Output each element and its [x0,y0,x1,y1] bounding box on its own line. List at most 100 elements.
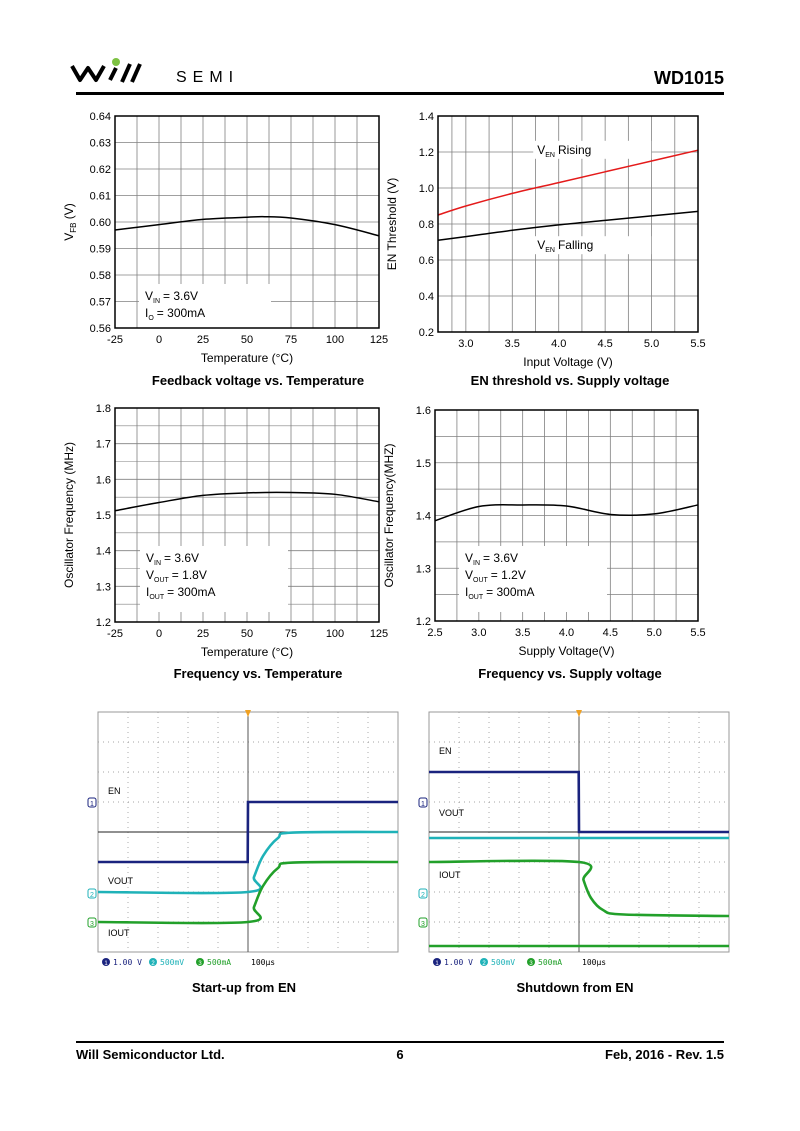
caption-frequency-supply: Frequency vs. Supply voltage [478,666,662,681]
footer-revision: Feb, 2016 - Rev. 1.5 [605,1047,724,1062]
series-label-box [533,140,652,159]
series-line [437,210,699,241]
x-tick-label: 125 [370,628,388,640]
x-tick-label: 125 [370,334,388,346]
shutdown-scope: EN VOUT IOUT 1 2 3 1 1.00 V 2 500mV 3 500mA 100μs [415,706,735,979]
x-tick-label: 75 [285,334,297,346]
y-tick-label: 1.5 [96,510,111,522]
logo-dot-icon [112,58,120,66]
scale-channel-number: 2 [151,961,155,967]
y-axis-label: EN Threshold (V) [385,178,399,270]
legend-entry: VIN = 3.6V [146,551,199,567]
x-tick-label: 100 [326,334,344,346]
y-tick-label: 1.3 [96,581,111,593]
x-axis-label: Temperature (°C) [201,351,293,365]
legend-box [459,546,607,612]
en-threshold-chart: 3.0 3.5 4.0 4.5 5.0 5.5 0.2 0.4 0.6 0.8 1.0 1.2 1.4 I… [380,106,725,375]
x-tick-label: 50 [241,334,253,346]
y-tick-label: 0.63 [90,138,111,150]
caption-en-threshold: EN threshold vs. Supply voltage [470,373,670,388]
scale-channel-dot [102,958,110,966]
y-tick-label: 1.5 [416,458,431,470]
frequency-temperature-chart: -25 0 25 50 75 100 125 1.2 1.3 1.4 1.5 1.6 1.7 1.8 Tem… [58,398,398,673]
x-tick-label: 0 [156,334,162,346]
channel-marker-number: 1 [421,801,425,808]
scope-scale-label: 1.00 V [113,958,142,967]
x-tick-label: 4.5 [597,338,612,350]
x-tick-label: 50 [241,628,253,640]
y-axis-label: Oscillator Frequency (MHz) [62,442,76,588]
y-tick-label: 1.6 [96,474,111,486]
header-rule [76,92,724,95]
caption-shutdown: Shutdown from EN [516,980,634,995]
y-tick-label: 0.62 [90,164,111,176]
scale-channel-dot [527,958,535,966]
y-axis-label: Oscillator Frequency(MHZ) [382,443,396,587]
channel-marker [418,917,428,928]
y-tick-label: 1.0 [419,183,434,195]
channel-marker-number: 2 [90,892,94,899]
footer-rule [76,1041,724,1043]
plot-frame [114,115,380,329]
x-tick-label: 5.5 [690,338,705,350]
scope-scale-label: 500mV [491,958,515,967]
scope-trace-label: IOUT [108,928,130,938]
plot-frame [114,407,380,623]
caption-frequency-temperature: Frequency vs. Temperature [173,666,343,681]
scope-scale-label: 500mA [538,958,562,967]
y-tick-label: 0.8 [419,219,434,231]
x-tick-label: 3.5 [515,627,530,639]
y-tick-label: 0.2 [419,327,434,339]
channel-marker-number: 2 [421,892,425,899]
scope-trace-label: EN [439,746,452,756]
caption-startup: Start-up from EN [192,980,296,995]
x-tick-label: 5.5 [690,627,705,639]
en-threshold-plot: 3.0 3.5 4.0 4.5 5.0 5.5 0.2 0.4 0.6 0.8 1.0 1.2 1.4 I… [385,111,706,369]
y-tick-label: 1.6 [416,405,431,417]
scope-scale-label: 500mA [207,958,231,967]
trigger-marker-icon [245,710,251,717]
scope-timebase-label: 100μs [582,958,606,967]
legend-entry: VOUT = 1.8V [146,568,207,584]
x-tick-label: 3.0 [458,338,473,350]
scope-scale-label: 1.00 V [444,958,473,967]
legend-entry: IO = 300mA [145,306,205,322]
y-tick-label: 1.7 [96,439,111,451]
x-tick-label: 2.5 [427,627,442,639]
x-tick-label: 25 [197,628,209,640]
startup-scope-plot: EN VOUT IOUT 1 2 3 1 1.00 V 2 500mV 3 500mA 100μs [87,710,399,967]
channel-marker-number: 3 [90,921,94,928]
y-tick-label: 0.58 [90,270,111,282]
x-tick-label: -25 [107,334,123,346]
trigger-marker-icon [576,710,582,717]
y-tick-label: 0.64 [90,111,111,123]
legend-entry: VOUT = 1.2V [465,568,526,584]
series-line [434,504,699,522]
x-tick-label: 3.0 [471,627,486,639]
y-tick-label: 1.3 [416,563,431,575]
channel-marker [87,917,97,928]
y-tick-label: 1.4 [419,111,434,123]
y-tick-label: 1.4 [416,511,431,523]
x-axis-label: Supply Voltage(V) [518,644,614,658]
y-tick-label: 1.2 [416,616,431,628]
scope-trace-label: VOUT [439,808,465,818]
y-tick-label: 0.59 [90,244,111,256]
scale-channel-number: 3 [529,961,533,967]
x-tick-label: 0 [156,628,162,640]
y-axis-label: VFB (V) [62,203,78,241]
series-line [437,149,699,216]
x-tick-label: 4.0 [551,338,566,350]
x-tick-label: 100 [326,628,344,640]
frequency-supply-chart: 2.5 3.0 3.5 4.0 4.5 5.0 5.5 1.2 1.3 1.4 1.5 1.6 Supp… [380,398,725,673]
brand-text: SEMI [176,69,239,86]
x-tick-label: 75 [285,628,297,640]
channel-marker-number: 3 [421,921,425,928]
caption-feedback-voltage: Feedback voltage vs. Temperature [151,373,365,388]
legend-entry: VIN = 3.6V [145,289,198,305]
scope-trace [428,859,730,918]
feedback-voltage-plot: -25 0 25 50 75 100 125 0.56 0.57 0.58 0.59 0.60 0.61… [62,111,388,365]
y-tick-label: 0.61 [90,191,111,203]
channel-marker-number: 1 [90,801,94,808]
scope-trace-label: IOUT [439,870,461,880]
